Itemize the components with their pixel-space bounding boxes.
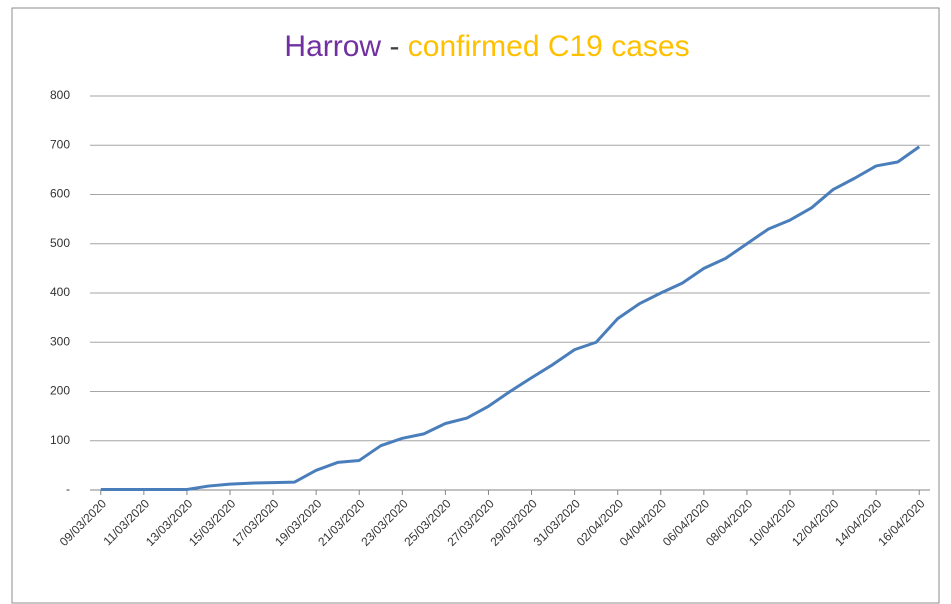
y-tick-label: 600 bbox=[50, 187, 70, 201]
y-tick-label: 200 bbox=[50, 384, 70, 398]
y-tick-label: 300 bbox=[50, 334, 70, 348]
y-tick-label: 500 bbox=[50, 236, 70, 250]
title-part: - bbox=[389, 30, 399, 63]
y-tick-label: 700 bbox=[50, 137, 70, 151]
y-tick-label: 100 bbox=[50, 433, 70, 447]
y-tick-label: 400 bbox=[50, 285, 70, 299]
title-part: confirmed C19 cases bbox=[408, 30, 690, 63]
chart-title: Harrow - confirmed C19 cases bbox=[284, 30, 689, 63]
y-tick-label: - bbox=[66, 482, 70, 496]
series-line bbox=[100, 145, 921, 492]
y-tick-label: 800 bbox=[50, 88, 70, 102]
chart-border bbox=[11, 7, 940, 604]
title-part: Harrow bbox=[284, 30, 381, 63]
